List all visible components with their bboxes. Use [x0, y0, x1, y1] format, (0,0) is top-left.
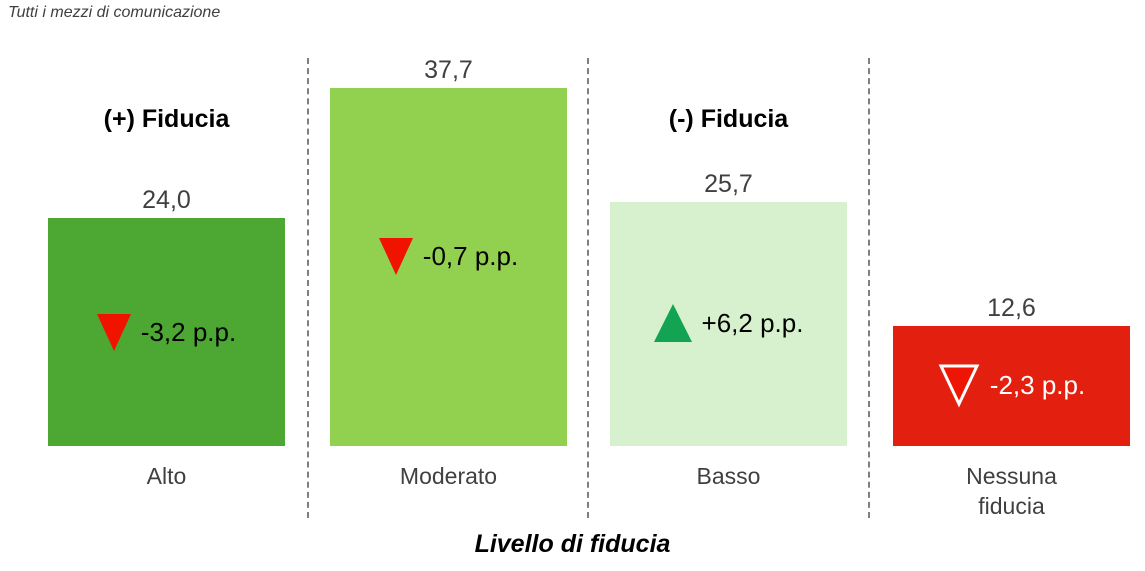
bar-value-label: 24,0 — [142, 185, 191, 214]
bar-value-label: 37,7 — [424, 55, 473, 84]
bar-value-label: 12,6 — [987, 293, 1036, 322]
category-label-basso: Basso — [696, 463, 761, 489]
change-value: -2,3 p.p. — [989, 369, 1086, 400]
category-label-moderato: Moderato — [399, 463, 498, 489]
category-label-nessuna-fiducia: Nessuna fiducia — [966, 463, 1057, 519]
bar-nessuna-fiducia: -2,3 p.p. — [893, 326, 1130, 446]
chart-subtitle: Tutti i mezzi di comunicazione — [8, 4, 221, 21]
triangle-down-icon — [96, 313, 131, 351]
change-annotation: -2,3 p.p. — [893, 362, 1130, 408]
bar-basso: +6,2 p.p. — [610, 202, 847, 446]
change-annotation: -3,2 p.p. — [48, 313, 285, 351]
change-value: -3,2 p.p. — [140, 316, 237, 347]
change-annotation: -0,7 p.p. — [330, 238, 567, 276]
bar-value-label: 25,7 — [704, 169, 753, 198]
bar-group-nessuna-fiducia: 12,6 -2,3 p.p. — [893, 293, 1130, 446]
triangle-down-outline-icon — [938, 364, 980, 408]
x-axis-title: Livello di fiducia — [474, 530, 671, 558]
bar-moderato: -0,7 p.p. — [330, 88, 567, 446]
negative-trust-annotation: (-) Fiducia — [668, 105, 789, 133]
category-label-alto: Alto — [146, 463, 187, 489]
change-annotation: +6,2 p.p. — [610, 304, 847, 343]
category-separator — [868, 58, 870, 518]
category-separator — [587, 58, 589, 518]
triangle-up-icon — [653, 304, 692, 343]
change-value: +6,2 p.p. — [701, 307, 804, 338]
bar-group-alto: 24,0 -3,2 p.p. — [48, 185, 285, 446]
category-separator — [307, 58, 309, 518]
bar-group-basso: 25,7 +6,2 p.p. — [610, 169, 847, 446]
bar-alto: -3,2 p.p. — [48, 218, 285, 446]
triangle-down-icon — [378, 238, 413, 276]
positive-trust-annotation: (+) Fiducia — [103, 105, 230, 133]
change-value: -0,7 p.p. — [422, 241, 519, 272]
bar-group-moderato: 37,7 -0,7 p.p. — [330, 55, 567, 446]
